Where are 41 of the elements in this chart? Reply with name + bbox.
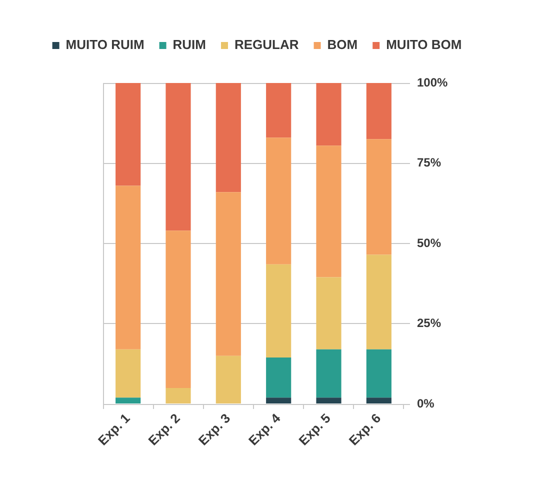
y-tick-label: 75% [417, 156, 442, 170]
bar [266, 357, 292, 398]
bar [366, 83, 392, 140]
y-tick-label: 0% [417, 396, 435, 410]
x-tick-label: Exp. 5 [296, 410, 334, 448]
bar [116, 83, 141, 186]
bar [366, 398, 392, 404]
y-tick-label: 100% [417, 75, 448, 90]
bar [166, 83, 191, 231]
legend-label: MUITO BOM [386, 37, 462, 52]
legend-label: MUITO RUIM [66, 37, 144, 52]
legend-label: RUIM [172, 37, 206, 52]
bar [366, 254, 392, 350]
bar [316, 398, 342, 404]
legend-label: BOM [327, 37, 358, 52]
x-tick-label: Exp. 1 [95, 410, 133, 448]
bar [266, 264, 292, 358]
bar [266, 138, 292, 264]
bar [316, 277, 342, 350]
bar [316, 146, 342, 278]
legend-label: REGULAR [234, 37, 300, 52]
bar [366, 349, 392, 398]
bar [166, 230, 191, 388]
bar [216, 192, 241, 356]
x-tick-label: Exp. 4 [246, 410, 284, 448]
y-tick-label: 50% [417, 236, 442, 250]
bar [216, 356, 241, 404]
x-tick-label: Exp. 2 [145, 410, 183, 448]
x-tick-label: Exp. 6 [346, 410, 384, 448]
bar [116, 349, 141, 398]
bar [266, 83, 292, 138]
bar [316, 83, 342, 146]
bar [116, 398, 141, 404]
x-tick-label: Exp. 3 [195, 410, 234, 448]
bar [216, 83, 241, 192]
bar [266, 398, 292, 404]
bar [166, 388, 191, 404]
y-tick-label: 25% [417, 316, 442, 330]
bar [366, 139, 392, 255]
bar [316, 349, 342, 398]
bar [116, 186, 141, 350]
